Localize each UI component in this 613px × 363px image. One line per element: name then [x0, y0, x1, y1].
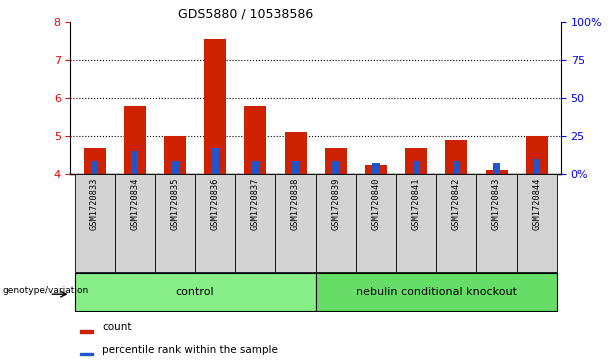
Text: GSM1720841: GSM1720841 — [412, 177, 421, 230]
Bar — [325, 147, 347, 174]
Bar — [245, 106, 267, 174]
Bar — [453, 161, 460, 174]
Text: GSM1720839: GSM1720839 — [331, 177, 340, 230]
Bar — [252, 161, 259, 174]
Bar — [80, 330, 93, 333]
Text: GSM1720833: GSM1720833 — [90, 177, 99, 230]
Bar — [75, 273, 316, 311]
Text: GSM1720837: GSM1720837 — [251, 177, 260, 230]
Bar — [195, 174, 235, 272]
Bar — [356, 174, 396, 272]
Text: nebulin conditional knockout: nebulin conditional knockout — [356, 287, 517, 297]
Text: GSM1720840: GSM1720840 — [371, 177, 381, 230]
Bar — [131, 151, 139, 174]
Bar — [396, 174, 436, 272]
Bar — [284, 132, 306, 174]
Bar — [332, 161, 340, 174]
Bar — [80, 353, 93, 355]
Bar — [445, 140, 468, 174]
Bar — [485, 170, 508, 174]
Bar — [476, 174, 517, 272]
Bar — [372, 163, 379, 174]
Bar — [172, 161, 178, 174]
Text: control: control — [176, 287, 215, 297]
Text: GSM1720843: GSM1720843 — [492, 177, 501, 230]
Bar — [413, 161, 420, 174]
Text: GSM1720836: GSM1720836 — [211, 177, 219, 230]
Bar — [436, 174, 476, 272]
Bar — [91, 161, 98, 174]
Bar — [124, 106, 146, 174]
Text: GSM1720844: GSM1720844 — [532, 177, 541, 230]
Bar — [115, 174, 155, 272]
Text: GSM1720838: GSM1720838 — [291, 177, 300, 230]
Bar — [365, 165, 387, 174]
Bar — [164, 136, 186, 174]
Bar — [316, 174, 356, 272]
Bar — [83, 147, 105, 174]
Bar — [316, 273, 557, 311]
Bar — [526, 136, 548, 174]
Bar — [533, 159, 541, 174]
Bar — [204, 39, 226, 174]
Bar — [517, 174, 557, 272]
Bar — [75, 174, 115, 272]
Text: GSM1720835: GSM1720835 — [170, 177, 180, 230]
Bar — [275, 174, 316, 272]
Text: genotype/variation: genotype/variation — [3, 286, 89, 295]
Text: GSM1720842: GSM1720842 — [452, 177, 461, 230]
Bar — [211, 147, 219, 174]
Text: percentile rank within the sample: percentile rank within the sample — [102, 345, 278, 355]
Bar — [493, 163, 500, 174]
Bar — [292, 161, 299, 174]
Text: GSM1720834: GSM1720834 — [131, 177, 139, 230]
Text: count: count — [102, 322, 132, 333]
Text: GDS5880 / 10538586: GDS5880 / 10538586 — [178, 8, 314, 21]
Bar — [405, 147, 427, 174]
Bar — [235, 174, 275, 272]
Bar — [155, 174, 195, 272]
